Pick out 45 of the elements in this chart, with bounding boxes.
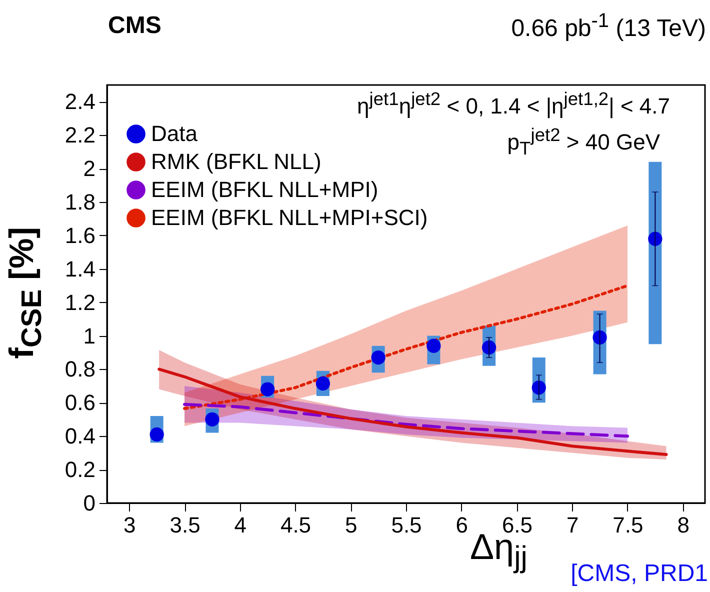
chart-title: CMS	[108, 12, 162, 40]
line-series	[183, 284, 629, 410]
point	[371, 350, 386, 365]
legend-label: Data	[151, 121, 198, 146]
point	[316, 376, 330, 391]
legend-label: RMK (BFKL NLL)	[151, 149, 322, 174]
x-tick-label: 7.5	[612, 512, 644, 538]
x-tick-label: 7	[566, 512, 579, 538]
x-tick-label: 3.5	[170, 512, 200, 538]
point	[592, 330, 607, 345]
legend-label: EEIM (BFKL NLL+MPI+SCI)	[151, 205, 428, 230]
annotation: p$_{T}$$^{jet2}$ > 40 GeV	[507, 124, 660, 160]
x-tick-label: 4	[234, 512, 247, 538]
x-tick-label: 5.5	[391, 512, 422, 538]
y-tick-label: 0	[83, 490, 96, 516]
y-tick-label: 0.8	[64, 356, 96, 382]
line-series	[158, 368, 668, 456]
line-series	[183, 402, 629, 438]
x-tick-label: 6	[456, 512, 468, 538]
y-tick-label: 1.6	[64, 222, 96, 248]
y-tick-label: 0.6	[64, 390, 96, 416]
text: [CMS, PRD1	[570, 560, 708, 588]
legend-label: EEIM (BFKL NLL+MPI)	[151, 177, 378, 202]
y-tick-label: 1.8	[64, 190, 96, 215]
chart-subtitle: 0.66 pb$^{-1}$ (13 TeV)	[511, 10, 706, 43]
y-tick-label: 1.4	[64, 256, 96, 282]
annotation: η$^{jet1}$η$^{jet2}$ < 0, 1.4 < |η$^{jet1,2}$| < 4.7	[357, 88, 670, 120]
point	[426, 338, 441, 353]
y-tick-label: 0.4	[64, 424, 96, 449]
y-tick-label: 0.2	[64, 457, 96, 482]
y-tick-label: 1.2	[64, 290, 96, 315]
point	[260, 382, 275, 396]
x-tick-label: 3	[124, 512, 136, 538]
point	[205, 412, 220, 426]
x-tick-label: 8	[677, 512, 690, 538]
y-tick-label: 2	[83, 156, 96, 182]
y-tick-label: 2.4	[64, 89, 96, 114]
y-tick-label: 2.2	[64, 122, 96, 148]
point	[482, 340, 496, 355]
point	[648, 232, 662, 246]
point	[150, 427, 164, 442]
x-tick-label: 5	[345, 512, 358, 538]
point	[532, 380, 546, 395]
x-tick-label: 4.5	[280, 512, 312, 538]
y-tick-label: 1	[83, 323, 96, 348]
